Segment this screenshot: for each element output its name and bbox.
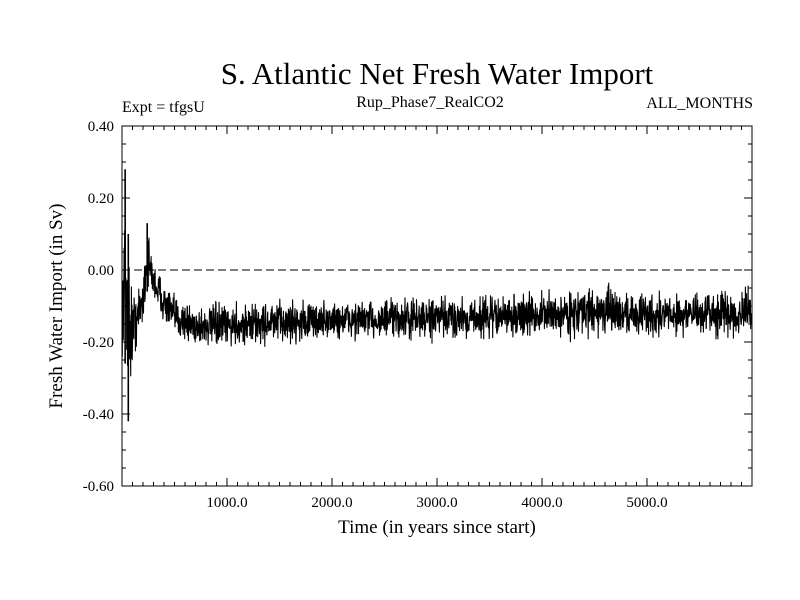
y-tick-label: 0.40 <box>88 119 114 135</box>
x-tick-label: 2000.0 <box>311 495 352 511</box>
x-axis-label: Time (in years since start) <box>338 517 536 538</box>
x-axis: 1000.0 2000.0 3000.0 4000.0 5000.0 <box>132 126 742 511</box>
run-label: Rup_Phase7_RealCO2 <box>356 94 504 111</box>
y-tick-label: 0.20 <box>88 191 114 207</box>
y-tick-label: -0.20 <box>83 335 114 351</box>
y-tick-label: 0.00 <box>88 263 114 279</box>
y-axis: 0.40 0.20 0.00 -0.20 -0.40 -0.60 <box>83 119 752 495</box>
y-tick-label: -0.60 <box>83 479 114 495</box>
series-line <box>121 220 753 377</box>
season-label: ALL_MONTHS <box>646 95 753 112</box>
y-tick-label: -0.40 <box>83 407 114 423</box>
y-axis-label: Fresh Water Import (in Sv) <box>46 204 67 409</box>
x-tick-label: 4000.0 <box>521 495 562 511</box>
x-tick-label: 5000.0 <box>626 495 667 511</box>
plot-area <box>121 169 753 422</box>
x-tick-label: 3000.0 <box>416 495 457 511</box>
chart-title: S. Atlantic Net Fresh Water Import <box>221 56 654 91</box>
experiment-label: Expt = tfgsU <box>122 99 205 116</box>
x-tick-label: 1000.0 <box>206 495 247 511</box>
